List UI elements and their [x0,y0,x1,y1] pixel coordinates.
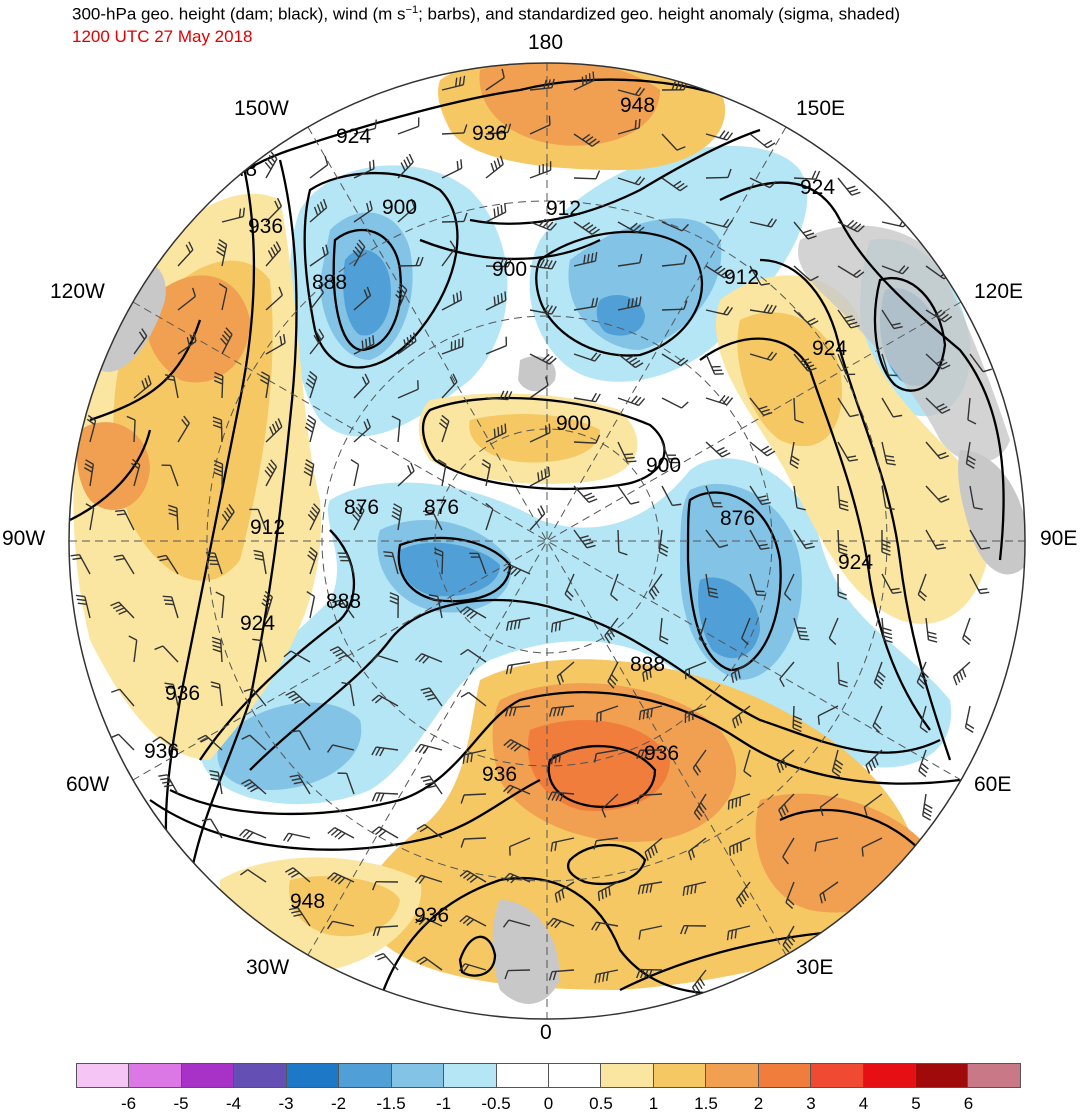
colorbar-swatch [444,1064,496,1087]
lon-label-120w: 120W [50,280,105,304]
colorbar-tick-label: -1.5 [376,1094,405,1114]
contour-label: 936 [472,122,507,145]
colorbar-swatch [182,1064,234,1087]
colorbar-swatch [339,1064,391,1087]
colorbar-tick-label: -3 [278,1094,293,1114]
chart-title: 300-hPa geo. height (dam; black), wind (… [72,4,900,25]
contour-label: 912 [546,197,581,220]
lon-label-30w: 30W [246,956,289,980]
contour-label: 948 [290,890,325,913]
colorbar-swatch [77,1064,129,1087]
contour-label: 936 [482,763,517,786]
colorbar-tick-label: 0.5 [589,1094,613,1114]
colorbar-tick-label: -5 [173,1094,188,1114]
lon-label-180: 180 [528,31,563,55]
contour-label: 924 [336,125,371,148]
colorbar [76,1063,1021,1088]
lon-label-60e: 60E [974,773,1011,797]
colorbar-tick-label: -6 [121,1094,136,1114]
contour-label: 936 [414,904,449,927]
colorbar-tick-label: 3 [806,1094,815,1114]
lon-label-90w: 90W [2,527,45,551]
colorbar-tick-label: 1.5 [694,1094,718,1114]
contour-label: 912 [250,516,285,539]
contour-label: 924 [800,176,835,199]
contour-label: 900 [646,454,681,477]
colorbar-swatch [234,1064,286,1087]
contour-label: 948 [620,94,655,117]
lon-label-150e: 150E [796,97,845,121]
colorbar-swatch [759,1064,811,1087]
colorbar-tick-label: 1 [649,1094,658,1114]
colorbar-swatch [654,1064,706,1087]
contour-label: 900 [556,412,591,435]
lon-label-60w: 60W [66,773,109,797]
colorbar-swatch [916,1064,968,1087]
colorbar-tick-label: 0 [544,1094,553,1114]
colorbar-swatch [287,1064,339,1087]
contour-label: 876 [424,496,459,519]
lon-label-90e: 90E [1040,527,1077,551]
colorbar-tick-label: -4 [226,1094,241,1114]
contour-label: 924 [838,551,873,574]
contour-label: 888 [630,653,665,676]
lon-label-30e: 30E [796,956,833,980]
lon-label-120e: 120E [974,280,1023,304]
colorbar-tick-label: 5 [911,1094,920,1114]
lon-label-0: 0 [540,1021,552,1045]
colorbar-swatch [129,1064,181,1087]
valid-time: 1200 UTC 27 May 2018 [72,27,253,47]
colorbar-tick-label: 4 [859,1094,868,1114]
contour-label: 924 [240,612,275,635]
colorbar-tick-label: -2 [331,1094,346,1114]
colorbar-swatch [392,1064,444,1087]
colorbar-swatch [497,1064,549,1087]
contour-label: 948 [222,158,257,181]
colorbar-tick-label: 6 [964,1094,973,1114]
contour-label: 936 [165,682,200,705]
colorbar-swatch [706,1064,758,1087]
colorbar-tick-label: -1 [436,1094,451,1114]
colorbar-swatch [968,1064,1019,1087]
contour-label: 888 [326,590,361,613]
contour-label: 936 [248,215,283,238]
colorbar-swatch [864,1064,916,1087]
contour-label: 936 [144,740,179,763]
lon-label-150w: 150W [234,97,289,121]
contour-label: 924 [812,337,847,360]
colorbar-swatch [811,1064,863,1087]
colorbar-swatch [601,1064,653,1087]
contour-label: 900 [492,258,527,281]
polar-map: 924 948 936 900 888 912 900 948 936 912 … [0,0,1088,1060]
colorbar-tick-label: -0.5 [481,1094,510,1114]
contour-label: 876 [344,496,379,519]
contour-label: 876 [720,507,755,530]
colorbar-tick-label: 2 [754,1094,763,1114]
contour-label: 912 [724,266,759,289]
colorbar-swatch [549,1064,601,1087]
contour-label: 900 [382,196,417,219]
contour-label: 888 [312,271,347,294]
contour-label: 936 [644,742,679,765]
